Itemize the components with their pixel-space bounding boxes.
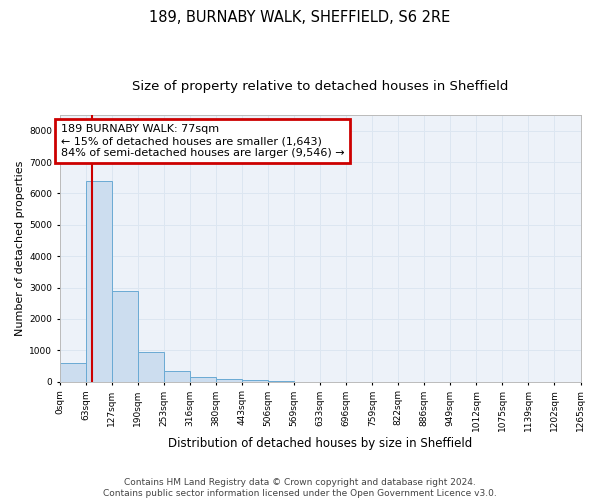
Bar (190, 377, 216, 382)
Y-axis label: Number of detached properties: Number of detached properties (15, 160, 25, 336)
X-axis label: Distribution of detached houses by size in Sheffield: Distribution of detached houses by size … (168, 437, 472, 450)
Bar (242, 380, 268, 382)
Bar (138, 352, 164, 382)
Bar (112, 290, 138, 382)
Title: Size of property relative to detached houses in Sheffield: Size of property relative to detached ho… (132, 80, 508, 93)
Bar (86, 181, 112, 382)
Text: 189 BURNABY WALK: 77sqm
← 15% of detached houses are smaller (1,643)
84% of semi: 189 BURNABY WALK: 77sqm ← 15% of detache… (61, 124, 344, 158)
Text: 189, BURNABY WALK, SHEFFIELD, S6 2RE: 189, BURNABY WALK, SHEFFIELD, S6 2RE (149, 10, 451, 25)
Bar (164, 370, 190, 382)
Bar (216, 379, 242, 382)
Bar (60, 363, 86, 382)
Text: Contains HM Land Registry data © Crown copyright and database right 2024.
Contai: Contains HM Land Registry data © Crown c… (103, 478, 497, 498)
